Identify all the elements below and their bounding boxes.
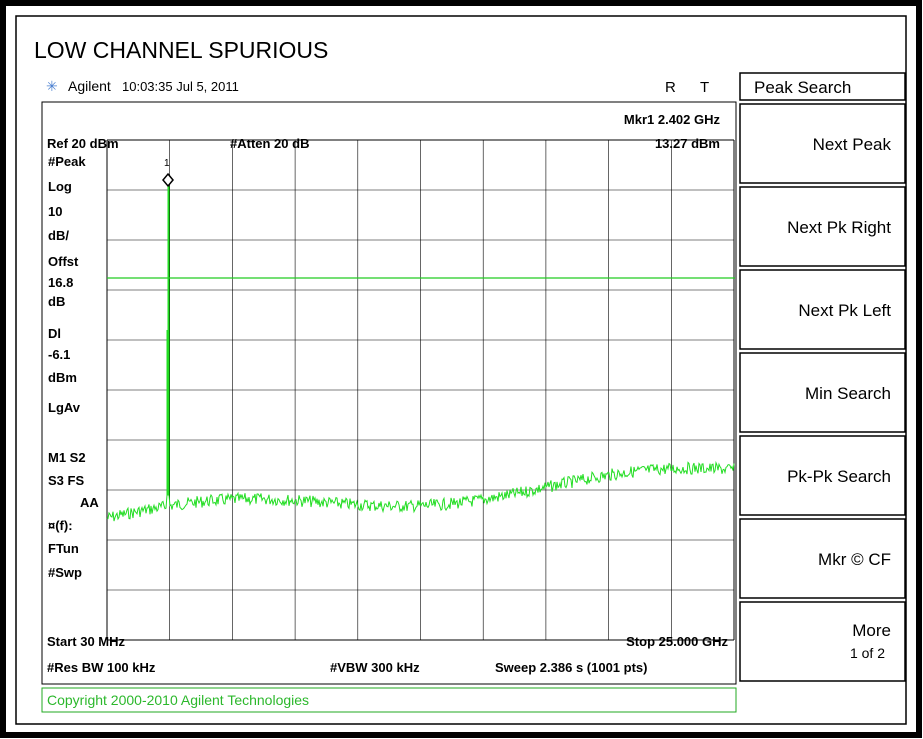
left-label: 10	[48, 204, 62, 219]
softkey-label: Mkr © CF	[818, 550, 891, 569]
softkey[interactable]	[739, 601, 906, 682]
softkey[interactable]	[739, 352, 906, 433]
brand: Agilent	[68, 78, 111, 94]
softkey-label: Pk-Pk Search	[787, 467, 891, 486]
stop-freq: Stop 25.000 GHz	[626, 634, 728, 649]
left-label: LgAv	[48, 400, 81, 415]
left-label: #Swp	[48, 565, 82, 580]
left-annotations: #Peak Log 10 dB/Offst 16.8 dB Dl -6.1 dBm LgAv M1 …	[48, 154, 99, 580]
copyright-bar	[41, 687, 737, 713]
timestamp: 10:03:35 Jul 5, 2011	[122, 79, 239, 94]
softkey-label: Next Peak	[813, 135, 892, 154]
softkey[interactable]	[739, 186, 906, 267]
graticule	[106, 139, 735, 641]
trace	[106, 184, 735, 522]
left-label: 16.8	[48, 275, 73, 290]
ref-level: Ref 20 dBm	[47, 136, 119, 151]
softkey[interactable]	[739, 103, 906, 184]
softkey-label: More	[852, 621, 891, 640]
t-indicator: T	[700, 79, 709, 96]
attenuation: #Atten 20 dB	[230, 136, 309, 151]
left-label: Log	[48, 179, 72, 194]
menu-title: Peak Search	[754, 78, 851, 97]
sweep: Sweep 2.386 s (1001 pts)	[495, 660, 647, 675]
r-indicator: R	[665, 79, 676, 96]
marker-diamond	[162, 172, 174, 188]
left-label: Dl	[48, 326, 61, 341]
left-label: AA	[80, 495, 99, 510]
left-label: dB/	[48, 228, 69, 243]
copyright: Copyright 2000-2010 Agilent Technologies	[47, 692, 309, 708]
left-label: dBm	[48, 370, 77, 385]
status-bar: ✳ Agilent 10:03:35 Jul 5, 2011 R T	[46, 78, 709, 96]
inner-frame	[15, 15, 907, 725]
res-bw: #Res BW 100 kHz	[47, 660, 156, 675]
title: LOW CHANNEL SPURIOUS	[34, 37, 328, 63]
left-label: ¤(f):	[48, 518, 73, 533]
left-label: Offst	[48, 254, 79, 269]
softkey[interactable]	[739, 518, 906, 599]
left-label: FTun	[48, 541, 79, 556]
softkeys: Next Peak Next Pk Right Next Pk Left Min Se…	[739, 103, 906, 682]
softkey-sublabel: 1 of 2	[850, 645, 885, 661]
softkey-label: Next Pk Right	[787, 218, 891, 237]
icon: ✳	[46, 78, 58, 94]
screen	[41, 101, 737, 685]
left-label: #Peak	[48, 154, 86, 169]
softkey-label: Min Search	[805, 384, 891, 403]
marker-id: 1	[164, 158, 170, 169]
left-label: M1 S2	[48, 450, 86, 465]
softkey[interactable]	[739, 435, 906, 516]
marker-freq: Mkr1 2.402 GHz	[624, 112, 721, 127]
left-label: dB	[48, 294, 65, 309]
menu-title-box	[739, 72, 906, 101]
softkey[interactable]	[739, 269, 906, 350]
marker-level: 13.27 dBm	[655, 136, 720, 151]
left-label: S3 FS	[48, 473, 84, 488]
softkey-label: Next Pk Left	[798, 301, 891, 320]
vbw: #VBW 300 kHz	[330, 660, 420, 675]
start-freq: Start 30 MHz	[47, 634, 126, 649]
left-label: -6.1	[48, 347, 70, 362]
